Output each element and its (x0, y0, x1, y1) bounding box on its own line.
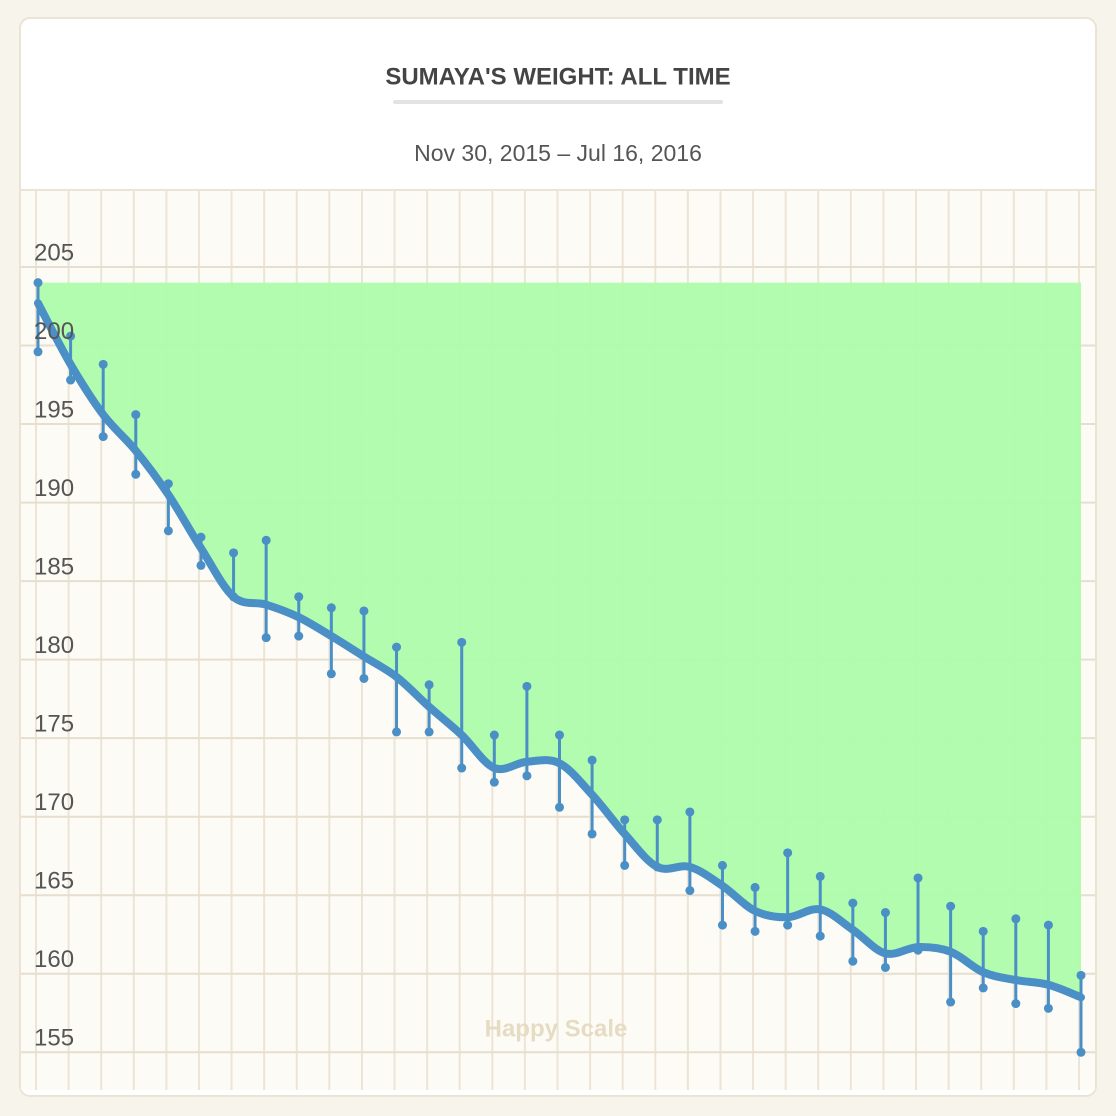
low-dot (392, 727, 402, 737)
low-dot (522, 771, 532, 781)
low-dot (196, 560, 206, 570)
y-tick-label: 190 (34, 475, 74, 502)
low-dot (783, 920, 793, 930)
high-dot (359, 606, 369, 616)
y-tick-label: 195 (34, 396, 74, 423)
low-dot (555, 802, 564, 812)
high-dot (1043, 920, 1053, 930)
high-dot (978, 926, 988, 936)
low-dot (424, 727, 434, 737)
high-dot (750, 882, 760, 892)
low-dot (1043, 1003, 1053, 1013)
y-tick-label: 205 (34, 239, 74, 266)
low-dot (880, 962, 890, 972)
high-dot (685, 807, 695, 817)
low-dot (587, 829, 597, 839)
high-dot (424, 680, 434, 690)
high-dot (1076, 970, 1086, 980)
high-dot (652, 815, 662, 825)
low-dot (261, 633, 271, 643)
chart-subtitle: Nov 30, 2015 – Jul 16, 2016 (414, 140, 702, 166)
low-dot (685, 886, 695, 896)
high-dot (946, 901, 956, 911)
low-dot (33, 347, 43, 357)
low-dot (489, 777, 499, 787)
high-dot (848, 898, 858, 908)
progress-area (38, 282, 1081, 998)
y-tick-label: 185 (34, 553, 74, 580)
high-dot (880, 908, 890, 918)
y-tick-label: 170 (34, 789, 74, 816)
high-dot (1011, 914, 1021, 924)
y-tick-label: 180 (34, 632, 74, 659)
high-dot (457, 637, 467, 647)
high-dot (392, 642, 402, 652)
high-dot (783, 848, 793, 858)
low-dot (294, 631, 304, 641)
low-dot (457, 763, 467, 773)
low-dot (978, 983, 988, 993)
y-tick-label: 160 (34, 946, 74, 973)
y-tick-label: 200 (34, 318, 74, 345)
high-dot (620, 815, 630, 825)
low-dot (1011, 999, 1021, 1009)
high-dot (261, 535, 271, 545)
high-dot (66, 331, 76, 341)
high-dot (326, 603, 336, 613)
low-dot (326, 669, 336, 679)
low-dot (359, 673, 369, 683)
low-dot (620, 860, 630, 870)
high-dot (33, 278, 43, 288)
low-dot (98, 432, 108, 442)
low-dot (163, 526, 173, 536)
high-dot (98, 359, 108, 369)
low-dot (946, 997, 956, 1007)
y-tick-label: 175 (34, 711, 74, 738)
high-dot (913, 873, 923, 883)
high-dot (489, 730, 499, 740)
low-dot (815, 931, 825, 941)
low-dot (848, 956, 858, 966)
high-dot (294, 592, 304, 602)
trend-line (34, 299, 1085, 1002)
y-tick-label: 155 (34, 1025, 74, 1052)
high-dot (815, 871, 825, 881)
high-dot (522, 681, 532, 691)
low-dot (1076, 1047, 1086, 1057)
high-dot (555, 730, 564, 740)
low-dot (131, 469, 141, 479)
low-dot (750, 926, 760, 936)
chart-title: SUMAYA'S WEIGHT: ALL TIME (385, 63, 730, 90)
low-dot (717, 920, 727, 930)
low-dot (66, 375, 76, 385)
high-dot (131, 410, 141, 420)
marks (33, 278, 1086, 1057)
y-tick-label: 165 (34, 868, 74, 895)
watermark: Happy Scale (485, 1015, 628, 1042)
high-dot (229, 548, 239, 558)
high-dot (717, 860, 727, 870)
high-dot (587, 755, 597, 765)
